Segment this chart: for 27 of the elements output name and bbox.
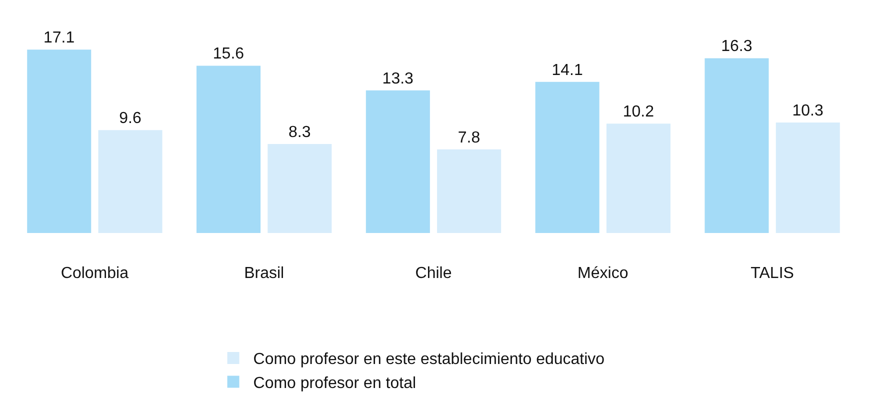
data-label: 8.3 <box>288 124 311 142</box>
x-tick-label: México <box>578 265 628 282</box>
bar <box>366 90 430 233</box>
legend-label: Como profesor en este establecimiento educativo <box>253 351 605 368</box>
x-tick-label: TALIS <box>750 265 794 282</box>
bar <box>776 122 840 233</box>
data-label: 17.1 <box>44 30 75 47</box>
data-label: 9.6 <box>119 110 142 128</box>
bar <box>268 144 332 233</box>
bar <box>704 58 769 233</box>
bar <box>535 82 600 233</box>
data-label: 15.6 <box>212 46 244 63</box>
x-tick-label: Brasil <box>244 265 284 282</box>
bar <box>437 149 502 233</box>
data-label: 10.3 <box>792 102 824 120</box>
data-label: 16.3 <box>721 38 752 56</box>
x-tick-label: Colombia <box>60 265 129 282</box>
data-label: 10.2 <box>622 104 654 121</box>
x-tick-label: Chile <box>415 265 452 282</box>
legend-label: Como profesor en total <box>253 375 416 392</box>
data-label: 7.8 <box>458 129 480 146</box>
bar <box>606 124 670 233</box>
bar <box>98 130 162 233</box>
data-label: 14.1 <box>552 62 583 79</box>
data-label: 13.3 <box>382 70 414 88</box>
bar <box>27 50 92 233</box>
bar <box>196 66 261 233</box>
